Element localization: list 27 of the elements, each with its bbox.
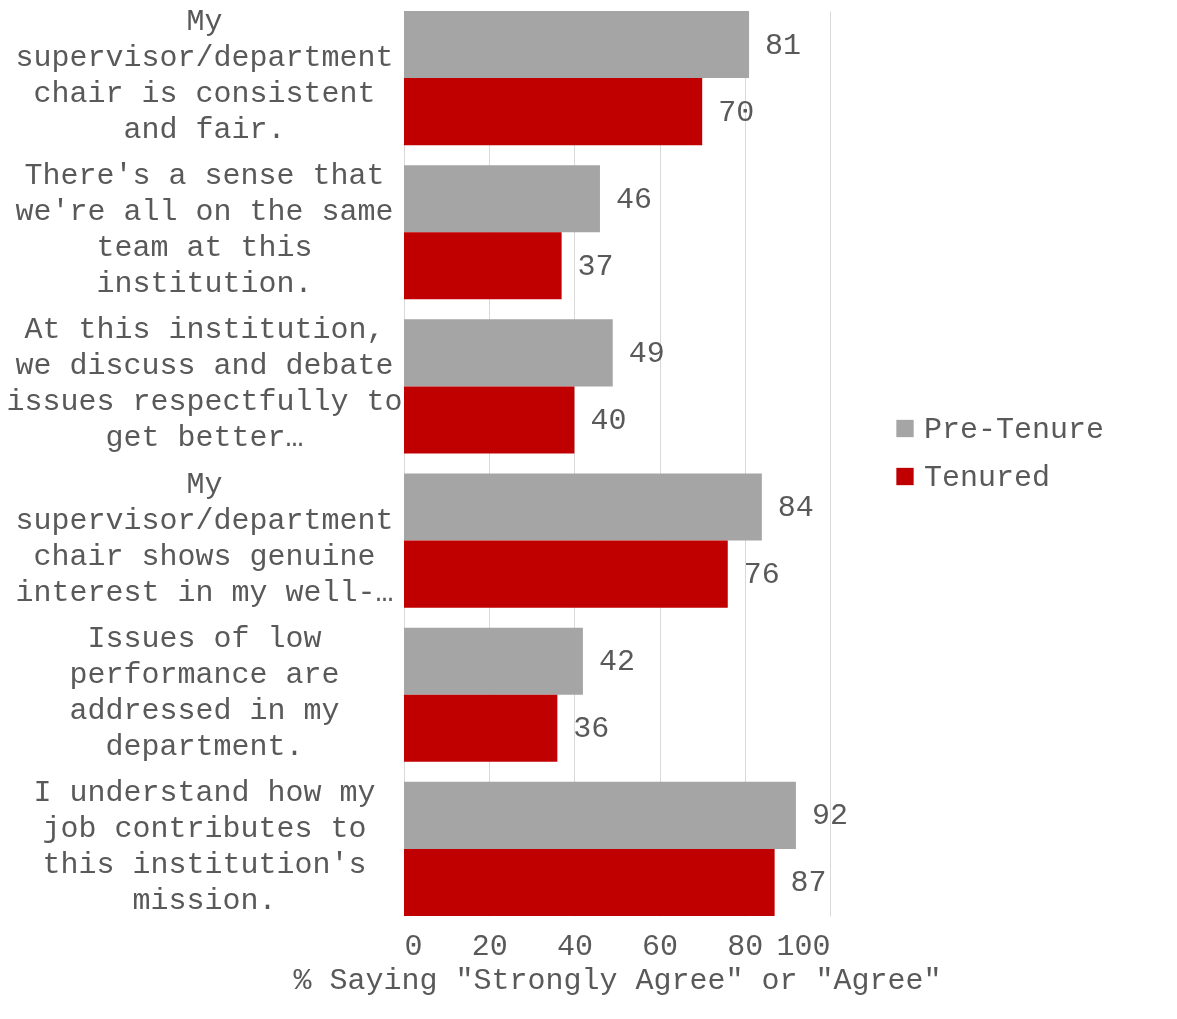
data-label: 84 [777, 491, 814, 526]
x-tick-label: 40 [556, 929, 593, 964]
legend-label: Pre-Tenure [924, 412, 1105, 447]
data-label: 49 [628, 336, 665, 371]
data-label: 42 [598, 645, 635, 680]
x-tick-label: 20 [471, 929, 508, 964]
y-tick-label: My supervisor/department chair is consistent and fair. [15, 5, 394, 148]
data-label: 92 [811, 799, 848, 834]
x-tick-label: 0 [404, 929, 423, 964]
x-axis-title: % Saying "Strongly Agree" or "Agree" [293, 963, 942, 998]
y-tick-label: My supervisor/department chair shows genuine interest in my well-… [15, 467, 394, 610]
y-tick-label: I understand how my job contributes to this institution's mission. [33, 775, 376, 918]
data-label: 46 [615, 182, 652, 217]
data-label: 70 [718, 95, 755, 130]
x-tick-label: 60 [642, 929, 679, 964]
data-label: 37 [577, 249, 614, 284]
y-tick-label: Issues of low performance are addressed in my department. [69, 621, 340, 764]
x-tick-label: 100 [776, 929, 831, 964]
data-label: 81 [765, 28, 802, 63]
data-label: 87 [790, 866, 827, 901]
data-label: 76 [743, 558, 780, 593]
data-label: 40 [590, 403, 627, 438]
legend-label: Tenured [924, 460, 1051, 495]
x-tick-label: 80 [727, 929, 764, 964]
data-label: 36 [573, 712, 610, 747]
y-tick-label: There's a sense that we're all on the same team at this institution. [15, 159, 394, 302]
y-tick-label: At this institution, we discuss and debate issues respectfully to get better… [6, 313, 403, 456]
